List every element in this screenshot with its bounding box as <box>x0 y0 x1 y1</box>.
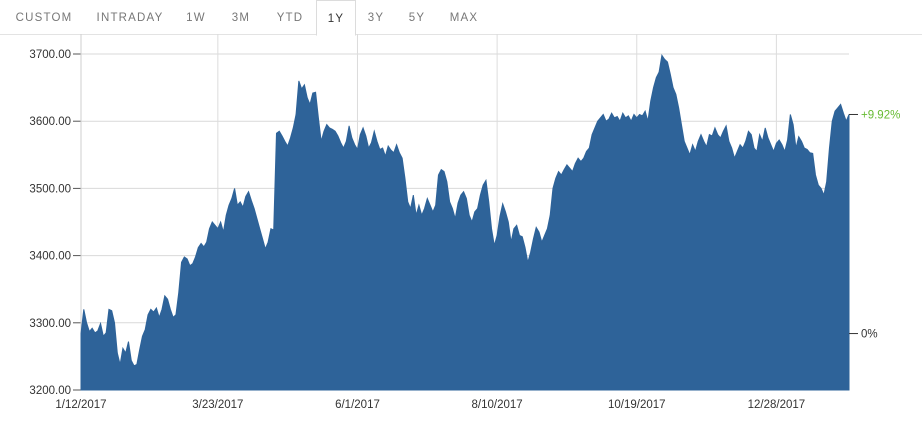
tab-intraday[interactable]: INTRADAY <box>96 12 164 24</box>
y-tick-label: 3300.00 <box>29 318 71 330</box>
tab-3y[interactable]: 3Y <box>367 12 385 24</box>
x-tick-label: 8/10/2017 <box>472 399 523 411</box>
y-tick-label: 3600.00 <box>29 116 71 128</box>
change-marker-label: 0% <box>861 329 878 341</box>
price-area <box>80 54 850 391</box>
y-tick-label: 3400.00 <box>29 251 71 263</box>
tab-5y[interactable]: 5Y <box>408 12 426 24</box>
x-tick-label: 6/1/2017 <box>335 399 380 411</box>
x-tick-label: 12/28/2017 <box>748 399 806 411</box>
x-tick-label: 10/19/2017 <box>608 399 666 411</box>
y-tick-label: 3700.00 <box>29 49 71 61</box>
tab-max[interactable]: MAX <box>449 12 479 24</box>
x-tick-label: 3/23/2017 <box>192 399 243 411</box>
x-tick-label: 1/12/2017 <box>55 399 106 411</box>
change-marker-label: +9.92% <box>861 109 900 121</box>
tab-1w[interactable]: 1W <box>186 12 206 24</box>
tab-custom[interactable]: CUSTOM <box>15 12 73 24</box>
range-tab-bar: CUSTOM INTRADAY 1W 3M YTD 1Y 3Y 5Y MAX <box>0 0 922 36</box>
tab-3m[interactable]: 3M <box>231 12 251 24</box>
y-tick-label: 3500.00 <box>29 183 71 195</box>
tab-ytd[interactable]: YTD <box>276 12 304 24</box>
y-tick-label: 3200.00 <box>29 385 71 397</box>
tab-1y[interactable]: 1Y <box>316 0 356 36</box>
